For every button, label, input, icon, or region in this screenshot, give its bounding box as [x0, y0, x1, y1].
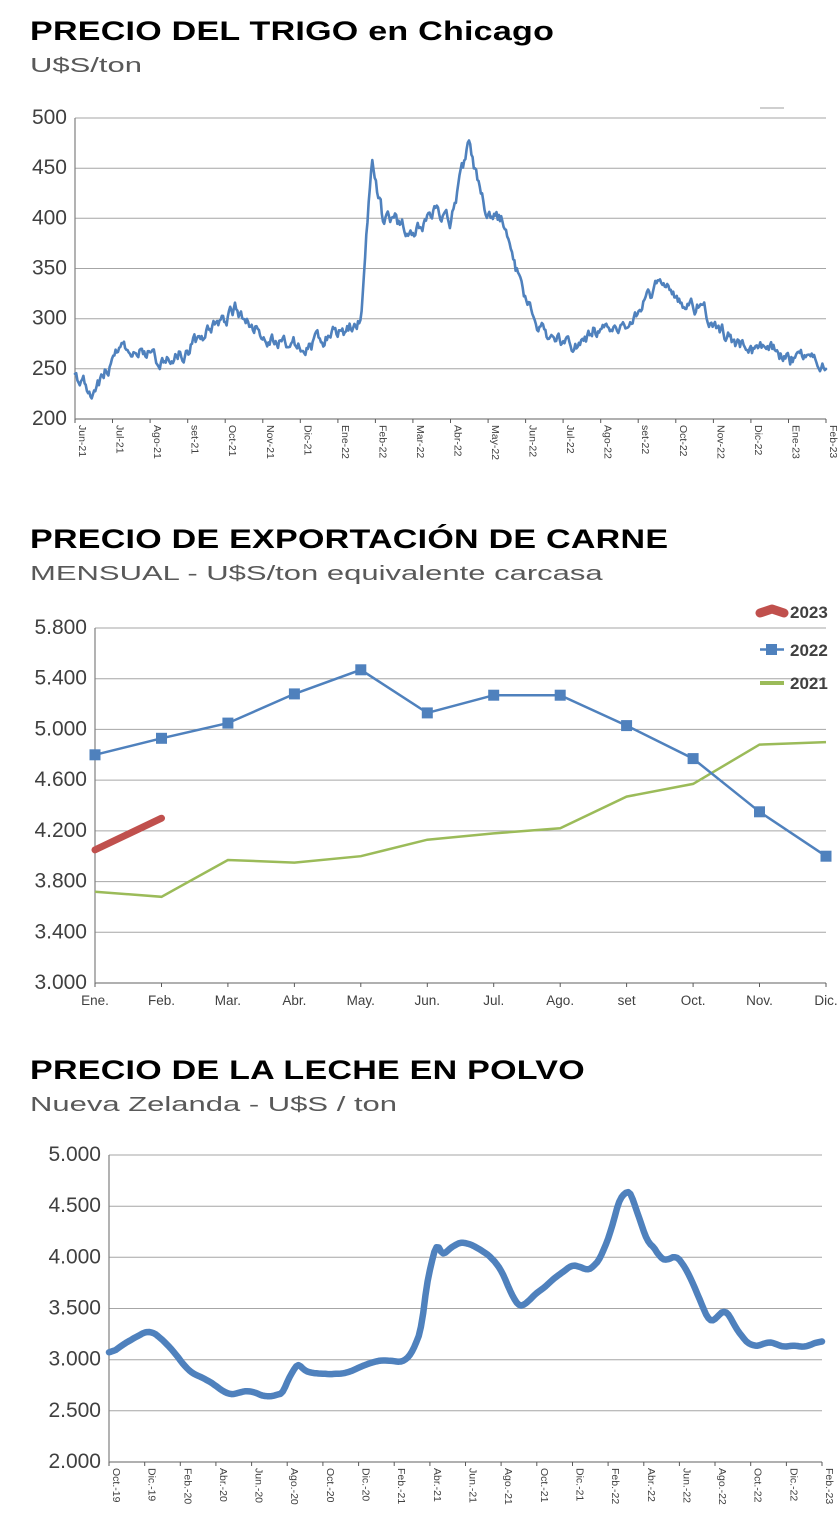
svg-text:2.500: 2.500	[48, 1399, 101, 1422]
svg-text:Ago.-22: Ago.-22	[716, 1468, 728, 1505]
svg-text:Dic.-19: Dic.-19	[146, 1468, 158, 1501]
svg-text:4.000: 4.000	[48, 1245, 101, 1268]
svg-text:Dic.-20: Dic.-20	[360, 1468, 372, 1501]
svg-text:Feb.-23: Feb.-23	[823, 1468, 835, 1504]
svg-text:Ago.-21: Ago.-21	[502, 1468, 514, 1505]
svg-text:Oct.-20: Oct.-20	[324, 1468, 336, 1503]
svg-text:5.000: 5.000	[48, 1143, 101, 1166]
svg-text:Feb.-21: Feb.-21	[395, 1468, 407, 1504]
svg-text:Jun.-22: Jun.-22	[680, 1468, 692, 1503]
svg-text:Jun.-21: Jun.-21	[467, 1468, 479, 1503]
svg-text:Feb.-20: Feb.-20	[181, 1468, 193, 1504]
svg-text:3.000: 3.000	[48, 1348, 101, 1371]
svg-text:Oct.-22: Oct.-22	[752, 1468, 764, 1503]
svg-text:Abr.-21: Abr.-21	[431, 1468, 443, 1502]
svg-text:Ago.-20: Ago.-20	[288, 1468, 300, 1505]
svg-text:Dic.-21: Dic.-21	[574, 1468, 586, 1501]
svg-text:Jun.-20: Jun.-20	[253, 1468, 265, 1503]
svg-text:Oct.-21: Oct.-21	[538, 1468, 550, 1503]
svg-text:Abr.-20: Abr.-20	[217, 1468, 229, 1502]
svg-text:4.500: 4.500	[48, 1194, 101, 1217]
svg-text:2.000: 2.000	[48, 1450, 101, 1473]
svg-text:Oct.-19: Oct.-19	[110, 1468, 122, 1503]
svg-text:Dic.-22: Dic.-22	[787, 1468, 799, 1501]
svg-text:Feb.-22: Feb.-22	[609, 1468, 621, 1504]
svg-text:3.500: 3.500	[48, 1297, 101, 1320]
svg-text:Abr.-22: Abr.-22	[645, 1468, 657, 1502]
